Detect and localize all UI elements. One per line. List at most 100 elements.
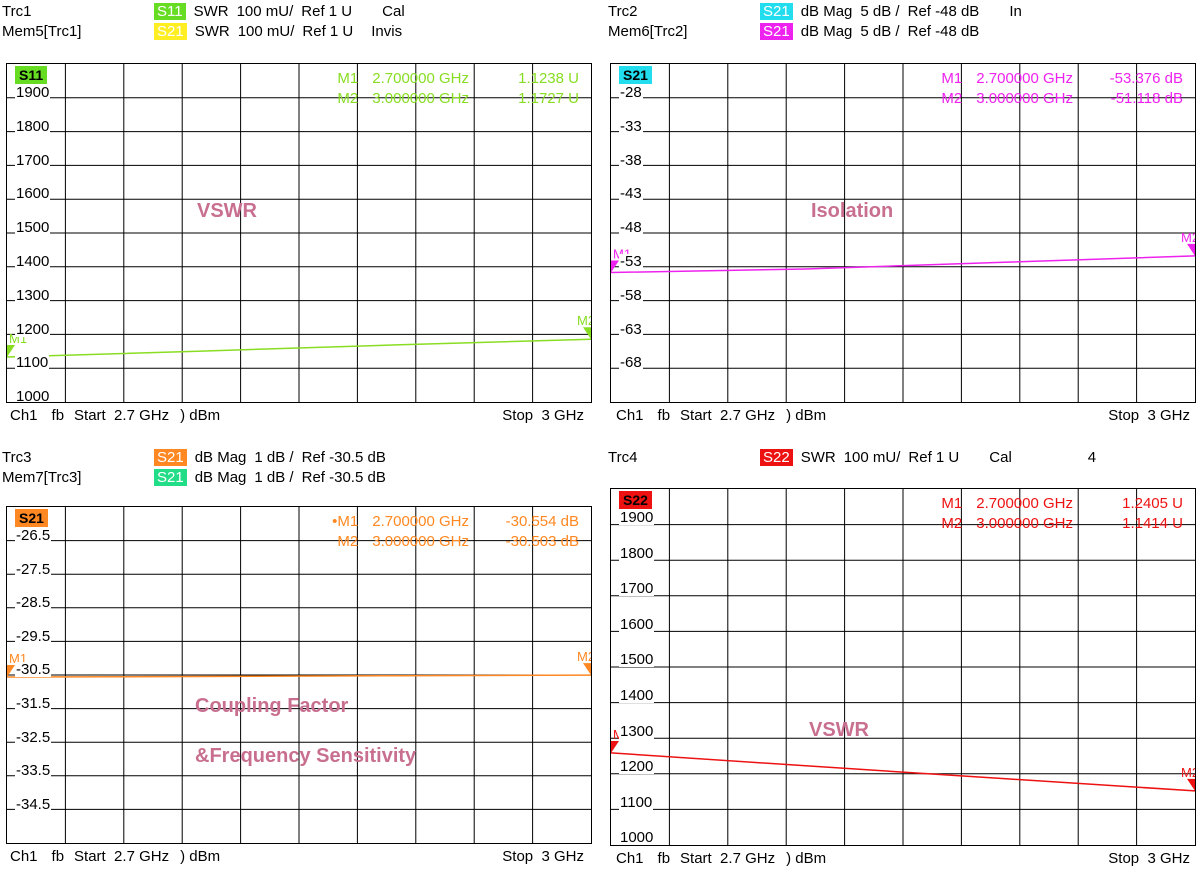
series-line-s21 — [611, 255, 1195, 274]
plot-svg: M1 M2 — [611, 64, 1195, 402]
source-power: ) dBm — [783, 850, 827, 867]
marker-triangle[interactable] — [7, 664, 15, 677]
memory-ref: Ref -30.5 dB — [301, 469, 386, 486]
marker-name: •M1 — [332, 513, 359, 530]
channel-footer: Ch1 fb Start 2.7 GHz ) dBm Stop 3 GHz — [10, 407, 590, 424]
marker-triangle[interactable] — [583, 663, 591, 676]
trace-extra: 4 — [1087, 449, 1097, 466]
marker-name: M1 — [941, 495, 963, 512]
marker-readout: M1 2.700000 GHz -53.376 dB — [932, 70, 1183, 87]
chart-panel-trc2: Trc2 S21 dB Mag 5 dB / Ref -48 dB In Mem6[Trc2… — [606, 0, 1202, 438]
marker-label: M2 — [577, 649, 591, 664]
sweep-fb: fb — [657, 407, 671, 424]
y-tick-label: 1300 — [619, 722, 655, 740]
marker-readout: M2 3.000000 GHz 1.1414 U — [932, 515, 1183, 532]
trace-name: Trc4 — [608, 449, 638, 466]
trace-status: Cal — [989, 449, 1012, 466]
memory-param-badge: S21 — [760, 23, 793, 40]
marker-value: 1.2405 U — [1122, 495, 1183, 512]
marker-readout: •M1 2.700000 GHz -30.554 dB — [328, 513, 579, 530]
marker-value: -30.503 dB — [505, 533, 579, 550]
marker-readout: M1 2.700000 GHz 1.1238 U — [328, 70, 579, 87]
y-tick-label: -63 — [619, 320, 643, 338]
annotation-text: VSWR — [197, 200, 257, 222]
marker-frequency: 2.700000 GHz — [372, 70, 469, 87]
series-line-s21 — [7, 674, 591, 678]
trace-scale: 5 dB / — [860, 3, 900, 20]
annotation-text: VSWR — [809, 719, 869, 741]
marker-triangle[interactable] — [1187, 778, 1195, 791]
annotation-text: Isolation — [811, 200, 894, 222]
trace-format: SWR — [193, 3, 229, 20]
y-tick-label: -68 — [619, 354, 643, 372]
trace-param-badge: S22 — [760, 449, 793, 466]
memory-scale: 5 dB / — [860, 23, 900, 40]
series-line-s11 — [7, 338, 591, 358]
trace-format: SWR — [800, 449, 836, 466]
source-power: ) dBm — [177, 407, 221, 424]
trace-tag: S21 — [15, 509, 48, 527]
trace-ref: Ref 1 U — [301, 3, 353, 20]
trace-format: dB Mag — [194, 449, 247, 466]
y-tick-label: 1900 — [15, 84, 51, 101]
y-tick-label: 1300 — [15, 286, 51, 304]
memory-name: Mem5[Trc1] — [2, 23, 82, 40]
trace-param-badge: S21 — [760, 3, 793, 20]
y-tick-label: -29.5 — [15, 627, 52, 645]
memory-scale: 100 mU/ — [237, 23, 295, 40]
y-tick-label: 1600 — [15, 185, 51, 203]
memory-name: Mem6[Trc2] — [608, 23, 688, 40]
trace-scale: 100 mU/ — [236, 3, 294, 20]
channel-name: Ch1 — [10, 407, 38, 424]
y-tick-label: 1500 — [619, 651, 655, 669]
trace-name: Trc3 — [2, 449, 32, 466]
channel-name: Ch1 — [616, 850, 644, 867]
marker-triangle[interactable] — [583, 327, 591, 340]
channel-footer: Ch1 fb Start 2.7 GHz ) dBm Stop 3 GHz — [10, 848, 590, 865]
y-tick-label: -32.5 — [15, 728, 52, 746]
chart-panel-trc4: Trc4 S22 SWR 100 mU/Ref 1 U Cal 4 M1 M2 1900 1800… — [606, 446, 1202, 877]
marker-label: M2 — [1181, 230, 1195, 245]
y-tick-label: 1800 — [619, 544, 655, 562]
marker-frequency: 3.000000 GHz — [372, 90, 469, 107]
y-tick-label: -28 — [619, 84, 643, 101]
y-tick-label: 1400 — [15, 253, 51, 270]
y-tick-label: 1100 — [15, 354, 50, 372]
annotation-text: Coupling Factor — [195, 695, 349, 717]
y-tick-label: -58 — [619, 286, 643, 304]
source-power: ) dBm — [177, 848, 221, 865]
sweep-fb: fb — [51, 848, 65, 865]
marker-readout: M1 2.700000 GHz 1.2405 U — [932, 495, 1183, 512]
memory-format: SWR — [194, 23, 230, 40]
memory-ref: Ref -48 dB — [907, 23, 980, 40]
marker-frequency: 2.700000 GHz — [976, 70, 1073, 87]
y-tick-label: 1400 — [619, 687, 655, 704]
marker-triangle[interactable] — [1187, 243, 1195, 256]
memory-format: dB Mag — [800, 23, 853, 40]
marker-label: M2 — [1181, 765, 1195, 780]
trace-param-badge: S21 — [154, 449, 187, 466]
marker-triangle[interactable] — [611, 260, 619, 273]
memory-format: dB Mag — [194, 469, 247, 486]
marker-triangle[interactable] — [611, 740, 619, 753]
y-tick-label: 1200 — [619, 758, 655, 776]
plot-area: M1 M2 -26.5 -27.5 -28.5 -29.5 -30.5 -31.5 -32.5 -… — [6, 506, 592, 844]
marker-frequency: 3.000000 GHz — [976, 515, 1073, 532]
marker-frequency: 2.700000 GHz — [372, 513, 469, 530]
trace-header: Trc4 S22 SWR 100 mU/Ref 1 U Cal 4 — [608, 449, 1096, 466]
annotation-text: &Frequency Sensitivity — [195, 745, 417, 767]
plot-area: M1 M2 1900 1800 1700 1600 1500 1400 1300 1200 1100… — [610, 488, 1196, 846]
trace-name: Trc2 — [608, 3, 638, 20]
trace-ref: Ref -30.5 dB — [301, 449, 386, 466]
marker-name: M2 — [941, 515, 963, 532]
trace-format: dB Mag — [800, 3, 853, 20]
y-tick-label: -27.5 — [15, 560, 52, 578]
y-tick-label: -33.5 — [15, 762, 52, 780]
trace-ref: Ref 1 U — [908, 449, 960, 466]
y-tick-label: -33 — [619, 117, 643, 135]
marker-triangle[interactable] — [7, 345, 15, 358]
marker-frequency: 2.700000 GHz — [976, 495, 1073, 512]
trace-header: Trc2 S21 dB Mag 5 dB / Ref -48 dB In — [608, 3, 1022, 20]
series-line-s22 — [611, 752, 1195, 792]
y-tick-label: -31.5 — [15, 695, 52, 712]
